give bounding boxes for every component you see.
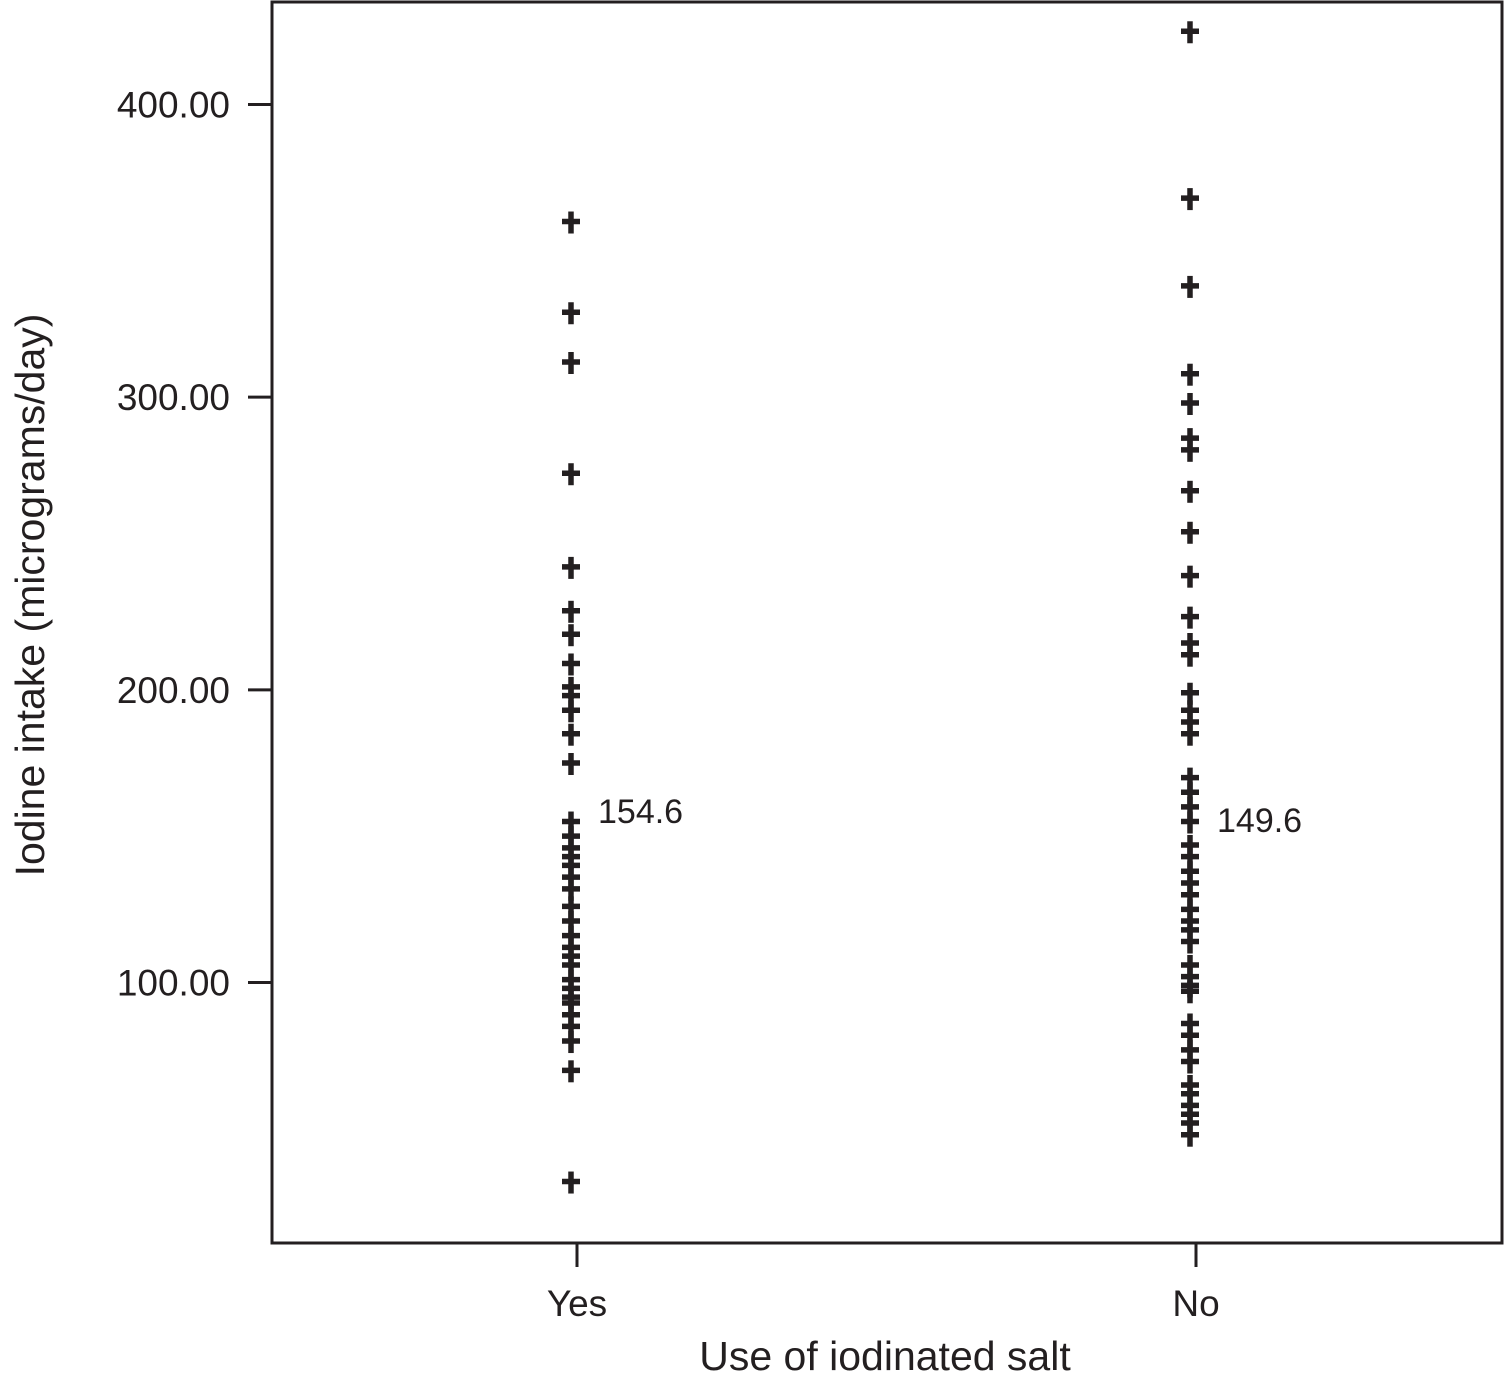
x-axis: Yes No [547,1243,1220,1324]
data-point [562,752,580,775]
data-point [1181,931,1199,954]
data-point [562,1171,580,1194]
data-point [562,723,580,746]
x-tick-label: No [1172,1283,1219,1324]
data-point [1181,644,1199,667]
x-axis-title: Use of iodinated salt [699,1333,1071,1379]
data-point [562,653,580,676]
data-point [562,211,580,234]
data-points [562,21,1199,1194]
data-point [1181,275,1199,298]
data-point [562,302,580,325]
data-point [562,463,580,486]
data-point [1181,565,1199,588]
y-axis-title: Iodine intake (micrograms/day) [7,314,53,877]
data-point [1181,188,1199,211]
data-point [562,700,580,723]
y-axis: 100.00 200.00 300.00 400.00 [117,84,272,1004]
data-point [1181,606,1199,629]
point-annotation: 149.6 [1217,802,1302,840]
data-point [1181,392,1199,415]
data-point [562,352,580,375]
data-point [1181,723,1199,746]
data-point [1181,521,1199,544]
data-point [1181,439,1199,462]
y-tick-label: 100.00 [117,963,230,1004]
data-point [1181,1051,1199,1074]
data-point [1181,1124,1199,1147]
data-point [1181,21,1199,44]
x-tick-label: Yes [547,1283,607,1324]
y-tick-label: 200.00 [117,670,230,711]
y-tick-label: 300.00 [117,377,230,418]
annotations: 154.6 149.6 [598,793,1302,840]
data-point [562,1060,580,1083]
point-annotation: 154.6 [598,793,683,831]
data-point [1181,363,1199,386]
data-point [1181,811,1199,834]
y-tick-label: 400.00 [117,84,230,125]
data-point [1181,480,1199,503]
data-point [1181,981,1199,1004]
data-point [562,1031,580,1054]
data-point [562,624,580,647]
data-point [562,556,580,579]
plot-frame [270,0,1504,1245]
data-point [562,600,580,623]
